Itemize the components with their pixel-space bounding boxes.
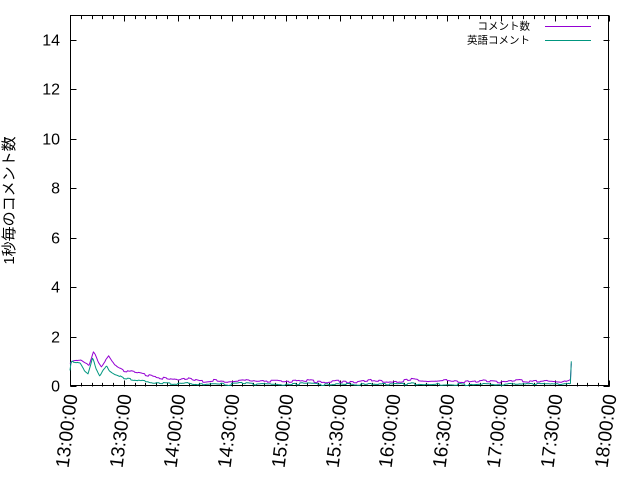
svg-text:英語コメント: 英語コメント <box>467 34 530 47</box>
svg-text:12: 12 <box>42 82 60 99</box>
svg-text:6: 6 <box>51 231 60 248</box>
svg-text:4: 4 <box>51 280 60 297</box>
svg-text:8: 8 <box>51 181 60 198</box>
svg-text:14: 14 <box>42 33 60 50</box>
svg-text:コメント数: コメント数 <box>478 20 531 33</box>
svg-text:2: 2 <box>51 330 60 347</box>
svg-text:0: 0 <box>51 379 60 396</box>
svg-text:10: 10 <box>42 132 60 149</box>
svg-text:1秒毎のコメント数: 1秒毎のコメント数 <box>1 136 18 264</box>
